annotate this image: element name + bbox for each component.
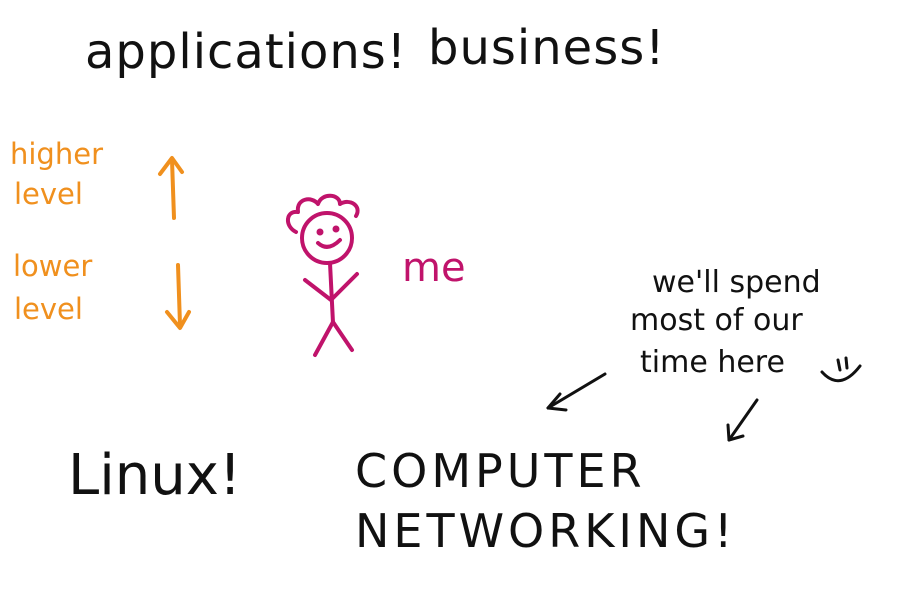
note-line2: most of our [630,303,803,338]
computer-networking-label-line2: NETWORKING! [355,504,737,558]
smiley-icon [820,356,862,383]
down-arrow-icon [165,263,191,330]
me-label: me [402,245,466,291]
business-label: business! [428,20,666,76]
up-arrow-icon [158,156,184,220]
higher-level-label-line1: higher [10,137,103,171]
higher-level-label-line2: level [14,177,83,211]
computer-networking-label-line1: COMPUTER [355,444,646,498]
stick-figure-icon [286,193,360,357]
pointer-arrow-icon [726,398,759,442]
note-line3: time here [640,345,785,380]
linux-label: Linux! [68,443,242,508]
note-line1: we'll spend [652,265,821,300]
applications-label: applications! [85,24,408,80]
lower-level-label-line1: lower [13,249,93,283]
lower-level-label-line2: level [14,292,83,326]
pointer-arrow-icon [546,372,607,412]
